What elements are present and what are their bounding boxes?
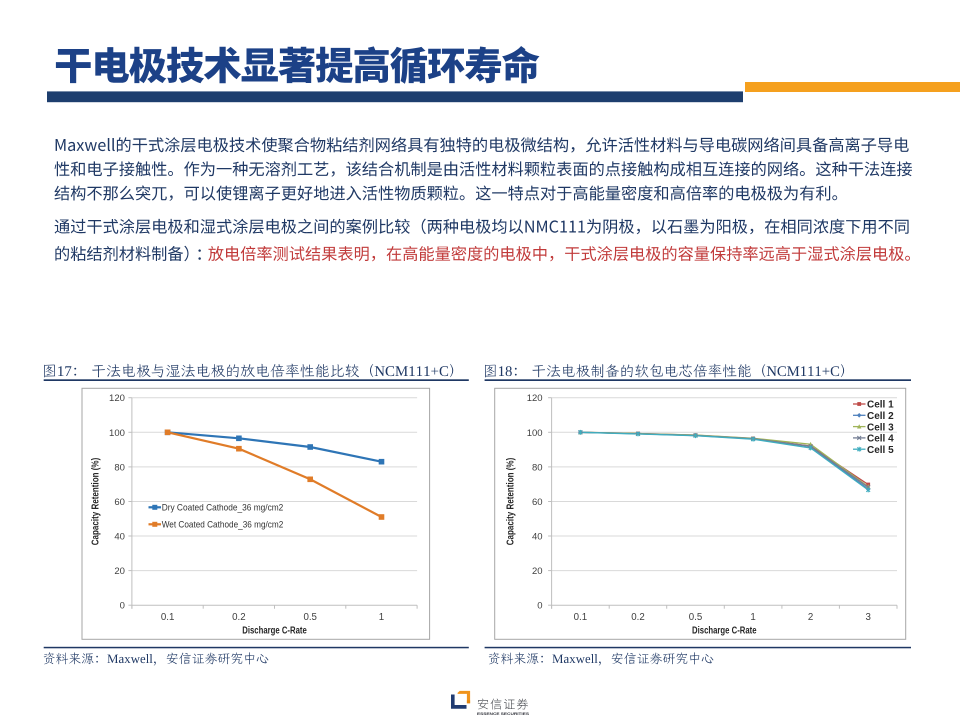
svg-text:60: 60 xyxy=(532,497,543,508)
svg-text:Discharge C-Rate: Discharge C-Rate xyxy=(692,624,757,636)
svg-text:Discharge C-Rate: Discharge C-Rate xyxy=(242,624,307,636)
svg-text:1: 1 xyxy=(379,612,384,623)
svg-text:0.5: 0.5 xyxy=(689,612,702,623)
svg-text:60: 60 xyxy=(114,497,125,508)
svg-text:0: 0 xyxy=(120,601,125,612)
svg-text:Cell 2: Cell 2 xyxy=(867,411,894,422)
svg-text:0.1: 0.1 xyxy=(574,612,587,623)
svg-text:Cell 1: Cell 1 xyxy=(867,400,894,411)
svg-text:Capacity Retention (%): Capacity Retention (%) xyxy=(90,458,102,546)
svg-text:Dry Coated Cathode_36 mg/cm2: Dry Coated Cathode_36 mg/cm2 xyxy=(162,503,284,514)
svg-text:20: 20 xyxy=(532,566,543,577)
svg-text:1: 1 xyxy=(750,612,755,623)
svg-text:3: 3 xyxy=(866,612,871,623)
svg-text:0.2: 0.2 xyxy=(631,612,644,623)
svg-text:20: 20 xyxy=(114,566,125,577)
svg-text:120: 120 xyxy=(109,393,125,404)
svg-text:0: 0 xyxy=(537,601,542,612)
svg-text:80: 80 xyxy=(532,462,543,473)
svg-text:120: 120 xyxy=(527,393,543,404)
svg-text:Cell 3: Cell 3 xyxy=(867,422,894,433)
svg-text:0.5: 0.5 xyxy=(303,612,316,623)
svg-text:Wet Coated Cathode_36 mg/cm2: Wet Coated Cathode_36 mg/cm2 xyxy=(162,520,284,531)
svg-text:0.1: 0.1 xyxy=(161,612,174,623)
svg-text:80: 80 xyxy=(114,462,125,473)
svg-text:100: 100 xyxy=(527,428,543,439)
svg-text:ESSENCE SECURITIES: ESSENCE SECURITIES xyxy=(477,711,529,716)
svg-text:100: 100 xyxy=(109,428,125,439)
svg-text:Cell 4: Cell 4 xyxy=(867,434,894,445)
svg-text:40: 40 xyxy=(532,532,543,543)
svg-text:2: 2 xyxy=(808,612,813,623)
svg-text:40: 40 xyxy=(114,532,125,543)
svg-text:Cell 5: Cell 5 xyxy=(867,445,894,456)
svg-text:0.2: 0.2 xyxy=(232,612,245,623)
svg-text:Capacity Retention (%): Capacity Retention (%) xyxy=(505,458,517,546)
